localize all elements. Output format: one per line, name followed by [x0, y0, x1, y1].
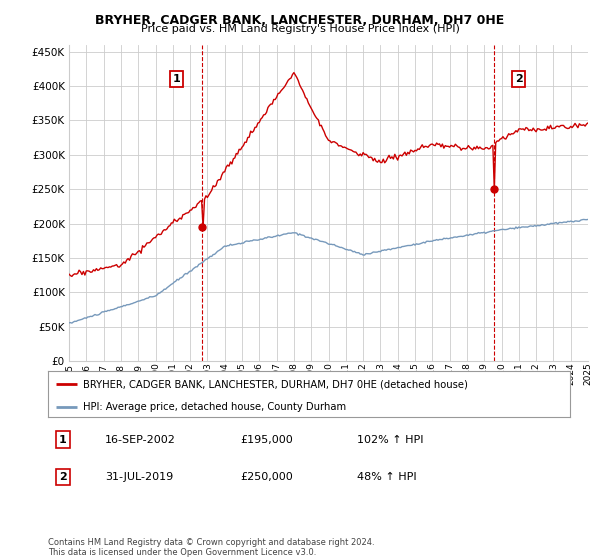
Text: Contains HM Land Registry data © Crown copyright and database right 2024.
This d: Contains HM Land Registry data © Crown c…	[48, 538, 374, 557]
Text: 2: 2	[59, 472, 67, 482]
Text: 31-JUL-2019: 31-JUL-2019	[105, 472, 173, 482]
Text: 16-SEP-2002: 16-SEP-2002	[105, 435, 176, 445]
Text: 48% ↑ HPI: 48% ↑ HPI	[357, 472, 416, 482]
Text: BRYHER, CADGER BANK, LANCHESTER, DURHAM, DH7 0HE: BRYHER, CADGER BANK, LANCHESTER, DURHAM,…	[95, 14, 505, 27]
Text: £195,000: £195,000	[240, 435, 293, 445]
Text: HPI: Average price, detached house, County Durham: HPI: Average price, detached house, Coun…	[83, 402, 347, 412]
Text: Price paid vs. HM Land Registry's House Price Index (HPI): Price paid vs. HM Land Registry's House …	[140, 24, 460, 34]
Text: BRYHER, CADGER BANK, LANCHESTER, DURHAM, DH7 0HE (detached house): BRYHER, CADGER BANK, LANCHESTER, DURHAM,…	[83, 379, 469, 389]
Text: 2: 2	[515, 74, 523, 84]
Text: 102% ↑ HPI: 102% ↑ HPI	[357, 435, 424, 445]
Text: 1: 1	[59, 435, 67, 445]
Text: 1: 1	[172, 74, 180, 84]
Text: £250,000: £250,000	[240, 472, 293, 482]
